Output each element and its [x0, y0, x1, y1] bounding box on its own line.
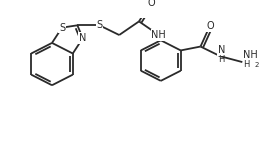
Text: S: S	[96, 20, 102, 30]
Text: O: O	[206, 21, 214, 31]
Text: NH: NH	[151, 30, 166, 40]
Text: N: N	[79, 33, 87, 43]
Text: NH: NH	[243, 50, 258, 60]
Text: H: H	[243, 60, 250, 69]
Text: O: O	[147, 0, 155, 8]
Text: 2: 2	[254, 62, 259, 68]
Text: S: S	[59, 23, 65, 33]
Text: H: H	[218, 55, 225, 64]
Text: N: N	[218, 45, 225, 55]
